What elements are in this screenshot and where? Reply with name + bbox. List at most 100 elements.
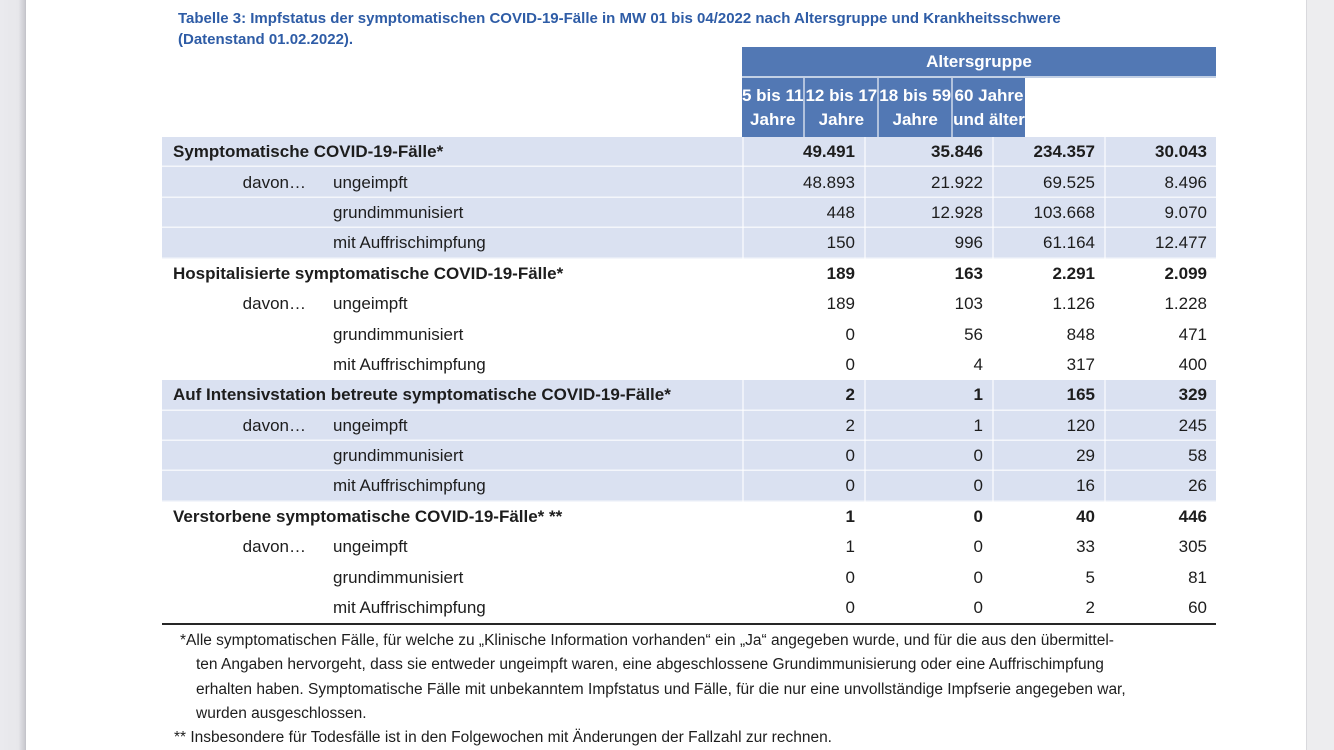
davon-label: davon… <box>242 172 306 192</box>
footnote-1: *Alle symptomatischen Fälle, für welche … <box>174 629 1314 726</box>
cell-value: 0 <box>742 440 864 472</box>
table-row-sub: davon… ungeimpft 1 0 33 305 <box>162 532 1216 562</box>
cell-value: 0 <box>845 598 855 618</box>
impfstatus-label: ungeimpft <box>333 415 408 435</box>
cell-value: 9.070 <box>1104 197 1216 229</box>
impfstatus-label: grundimmunisiert <box>333 446 464 466</box>
table-row-section: Verstorbene symptomatische COVID-19-Fäll… <box>162 502 1216 532</box>
cell-value: 1 <box>845 506 855 526</box>
cell-value: 35.846 <box>864 137 992 168</box>
row-label: davon… ungeimpft <box>162 289 742 319</box>
table-row-section: Auf Intensivstation betreute symptomatis… <box>162 380 1216 411</box>
cell-value: 1 <box>845 537 855 557</box>
cell-value: 317 <box>1066 354 1095 374</box>
table-caption: Tabelle 3: Impfstatus der symptomatische… <box>178 8 1238 50</box>
cell-value: 1.126 <box>1052 294 1095 314</box>
cell-value: 12.477 <box>1104 228 1216 259</box>
cell-value: 1.228 <box>1164 294 1207 314</box>
impfstatus-label: ungeimpft <box>333 537 408 557</box>
table-caption-line2: (Datenstand 01.02.2022). <box>178 31 354 48</box>
row-label: Auf Intensivstation betreute symptomatis… <box>173 385 671 405</box>
cell-value: 0 <box>973 506 983 526</box>
impfstatus-label: grundimmunisiert <box>333 567 464 587</box>
cell-value: 400 <box>1178 354 1207 374</box>
footnotes: *Alle symptomatischen Fälle, für welche … <box>174 629 1314 750</box>
cell-value: 0 <box>973 598 983 618</box>
cell-value: 120 <box>992 410 1104 441</box>
row-label: grundimmunisiert <box>162 198 742 228</box>
cell-value: 0 <box>845 324 855 344</box>
cell-value: 69.525 <box>992 167 1104 198</box>
table-header-altersgruppe: Altersgruppe <box>742 47 1216 78</box>
row-label: grundimmunisiert <box>162 441 742 471</box>
cell-value: 5 <box>1085 567 1095 587</box>
davon-label: davon… <box>242 294 306 314</box>
cell-value: 2 <box>742 380 864 411</box>
cell-value: 29 <box>992 440 1104 472</box>
row-label: davon… ungeimpft <box>162 411 742 441</box>
table-caption-line1: Tabelle 3: Impfstatus der symptomatische… <box>178 10 1061 27</box>
cell-value: 103.668 <box>992 197 1104 229</box>
table-header-columns: 5 bis 11 Jahre 12 bis 17 Jahre 18 bis 59 J… <box>742 78 1216 137</box>
impfstatus-label: mit Auffrischimpfung <box>333 233 486 253</box>
column-header-4: 60 Jahre und älter <box>951 78 1025 137</box>
cell-value: 103 <box>954 294 983 314</box>
cell-value: 189 <box>826 263 855 283</box>
footnote-1-line-3: erhalten haben. Symptomatische Fälle mit… <box>196 680 1126 698</box>
cell-value: 848 <box>1066 324 1095 344</box>
page-gutter-right <box>1306 0 1334 750</box>
footnote-1-line-2: ten Angaben hervorgeht, dass sie entwede… <box>196 656 1104 674</box>
row-label: davon… ungeimpft <box>162 167 742 197</box>
row-label: Symptomatische COVID-19-Fälle* <box>173 142 444 162</box>
row-label: mit Auffrischimpfung <box>162 228 742 258</box>
table-row-sub: mit Auffrischimpfung 0 0 2 60 <box>162 593 1216 623</box>
cell-value: 60 <box>1188 598 1207 618</box>
cell-value: 0 <box>864 471 992 502</box>
cell-value: 234.357 <box>992 137 1104 168</box>
impfstatus-label: grundimmunisiert <box>333 324 464 344</box>
cell-value: 0 <box>973 537 983 557</box>
cell-value: 446 <box>1178 506 1207 526</box>
row-label: Hospitalisierte symptomatische COVID-19-… <box>173 263 564 283</box>
footnote-2: ** Insbesondere für Todesfälle ist in de… <box>174 729 832 747</box>
row-label: Verstorbene symptomatische COVID-19-Fäll… <box>173 506 563 526</box>
impfstatus-label: grundimmunisiert <box>333 202 464 222</box>
cell-value: 471 <box>1178 324 1207 344</box>
cell-value: 21.922 <box>864 167 992 198</box>
cell-value: 2 <box>742 410 864 441</box>
cell-value: 40 <box>1076 506 1095 526</box>
row-label: davon… ungeimpft <box>162 532 742 562</box>
impfstatus-label: mit Auffrischimpfung <box>333 476 486 496</box>
table-row-sub: davon… ungeimpft 2 1 120 245 <box>162 410 1216 441</box>
cell-value: 33 <box>1076 537 1095 557</box>
cell-value: 0 <box>864 440 992 472</box>
impfstatus-label: mit Auffrischimpfung <box>333 354 486 374</box>
cell-value: 49.491 <box>742 137 864 168</box>
table-row-sub: mit Auffrischimpfung 0 4 317 400 <box>162 350 1216 380</box>
table-row-sub: davon… ungeimpft 48.893 21.922 69.525 8.496 <box>162 167 1216 198</box>
cell-value: 2 <box>1085 598 1095 618</box>
row-label: mit Auffrischimpfung <box>162 471 742 501</box>
table-row-sub: grundimmunisiert 448 12.928 103.668 9.070 <box>162 197 1216 229</box>
cell-value: 26 <box>1104 471 1216 502</box>
cell-value: 2.099 <box>1164 263 1207 283</box>
impfstatus-table-body: Symptomatische COVID-19-Fälle* 49.491 35.8… <box>162 137 1216 626</box>
cell-value: 61.164 <box>992 228 1104 259</box>
cell-value: 4 <box>973 354 983 374</box>
cell-value: 0 <box>845 567 855 587</box>
cell-value: 30.043 <box>1104 137 1216 168</box>
cell-value: 0 <box>742 471 864 502</box>
table-row-sub: mit Auffrischimpfung 150 996 61.164 12.477 <box>162 228 1216 259</box>
cell-value: 8.496 <box>1104 167 1216 198</box>
table-row-sub: grundimmunisiert 0 0 29 58 <box>162 440 1216 472</box>
impfstatus-label: ungeimpft <box>333 294 408 314</box>
column-header-2: 12 bis 17 Jahre <box>803 78 878 137</box>
cell-value: 163 <box>954 263 983 283</box>
cell-value: 0 <box>845 354 855 374</box>
table-row-sub: davon… ungeimpft 189 103 1.126 1.228 <box>162 289 1216 319</box>
davon-label: davon… <box>242 537 306 557</box>
row-label: grundimmunisiert <box>162 562 742 592</box>
cell-value: 245 <box>1104 410 1216 441</box>
page-gutter-left <box>0 0 26 750</box>
